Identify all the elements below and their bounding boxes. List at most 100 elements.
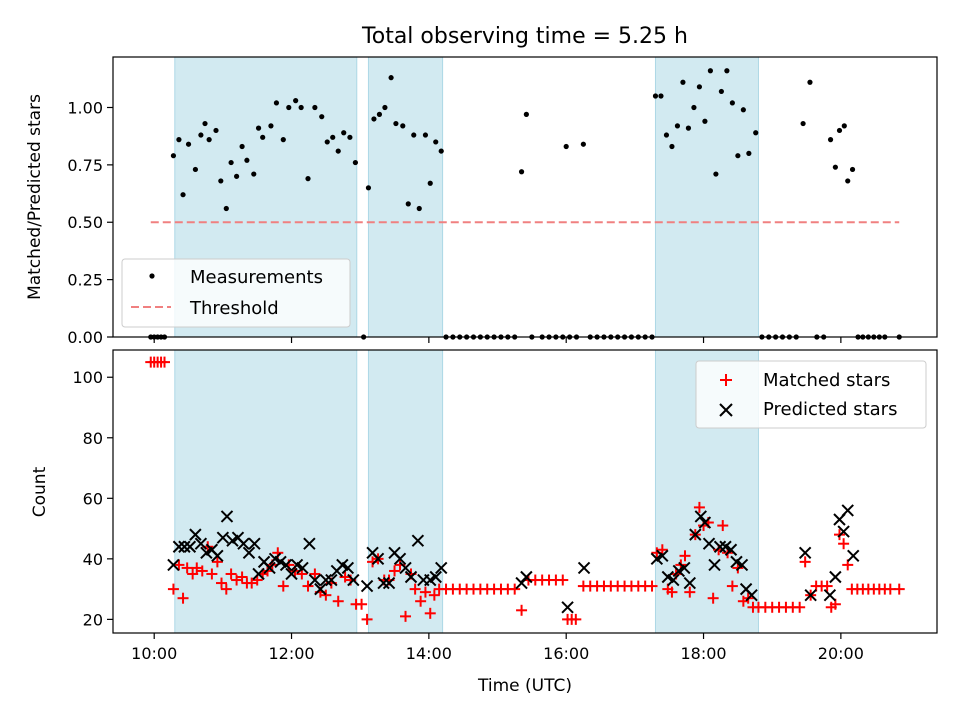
measurement-point (841, 123, 847, 129)
predicted-star-marker (656, 549, 669, 563)
marker-stroke (183, 540, 197, 553)
marker-stroke (739, 582, 753, 596)
measurement-point (685, 125, 692, 131)
matched-star-marker (236, 571, 248, 583)
bottom-y-ticks: 20 40 60 80 100 (72, 368, 113, 629)
predicted-star-marker (211, 549, 224, 563)
marker-stroke (837, 525, 850, 538)
matched-star-marker (419, 586, 431, 598)
measurement-point (218, 178, 224, 184)
matched-star-marker (225, 568, 237, 580)
marker-stroke (429, 570, 442, 584)
top-axes-frame (112, 56, 938, 338)
marker-stroke (336, 558, 349, 572)
predicted-star-marker (189, 528, 202, 541)
predicted-star-marker (561, 601, 574, 614)
measurement-point (239, 143, 245, 150)
matched-star-marker (320, 589, 332, 601)
x-tick-label: 20:00 (818, 644, 864, 663)
measurement-point (382, 104, 388, 111)
measurement-point (691, 104, 697, 111)
predicted-star-marker (279, 558, 293, 572)
top-panel: 0.00 0.25 0.50 0.75 1.00 Matched/Predicted s… (25, 56, 938, 347)
measurement-point (352, 159, 358, 166)
measurement-point (298, 104, 304, 111)
predicted-star-marker (308, 573, 322, 587)
predicted-star-marker (178, 540, 191, 553)
bottom-legend-box (695, 360, 927, 429)
predicted-stars-points (167, 504, 860, 614)
matched-star-marker (717, 520, 729, 532)
marker-stroke (841, 504, 854, 517)
matched-star-marker (167, 583, 179, 595)
matched-star-marker (389, 565, 401, 577)
measurement-point (713, 171, 719, 177)
matched-star-marker (693, 501, 705, 513)
measurement-point (388, 75, 394, 81)
legend-predicted-marker (719, 403, 733, 417)
measurement-point (836, 127, 843, 134)
predicted-star-marker (371, 552, 385, 566)
measurement-point (707, 68, 714, 74)
marker-stroke (577, 561, 591, 575)
marker-stroke (178, 540, 191, 553)
marker-stroke (804, 588, 817, 602)
predicted-star-marker (242, 546, 256, 559)
matched-star-marker (557, 574, 569, 586)
predicted-star-marker (194, 537, 208, 550)
legend-matched-marker (720, 374, 732, 386)
predicted-star-marker (296, 561, 309, 575)
measurement-point (753, 130, 759, 136)
measurement-point (832, 164, 838, 170)
matched-star-marker (799, 556, 811, 568)
predicted-star-marker (698, 516, 712, 529)
predicted-star-marker (694, 510, 707, 523)
marker-stroke (708, 558, 721, 572)
y-tick-label: 0.00 (67, 328, 103, 347)
measurement-point (669, 143, 675, 150)
measurement-point (202, 120, 208, 127)
measurement-point (268, 123, 274, 129)
measurement-point (652, 93, 659, 99)
predicted-star-marker (829, 570, 842, 584)
measurement-point (365, 185, 372, 191)
marker-stroke (847, 549, 860, 563)
measurement-point (674, 123, 681, 129)
marker-stroke (724, 543, 738, 556)
marker-stroke (242, 546, 256, 559)
matched-star-marker (838, 538, 850, 550)
measurement-point (213, 127, 219, 134)
y-tick-label: 40 (83, 550, 103, 569)
matched-star-marker (821, 580, 833, 592)
measurement-point (718, 88, 724, 95)
measurement-point (438, 148, 444, 154)
measurement-point (347, 134, 353, 140)
measurement-point (319, 114, 325, 120)
matched-star-marker (428, 589, 440, 601)
marker-stroke (661, 570, 675, 584)
marker-stroke (285, 567, 298, 581)
predicted-star-marker (435, 561, 448, 575)
measurement-point (433, 139, 439, 145)
marker-stroke (252, 567, 265, 581)
measurement-point (405, 201, 411, 207)
marker-stroke (319, 573, 333, 587)
marker-stroke (189, 528, 202, 541)
marker-stroke (689, 528, 702, 541)
x-tick-label: 10:00 (131, 644, 177, 663)
measurement-point (422, 132, 429, 138)
measurement-point (260, 134, 266, 140)
matched-star-marker (684, 586, 696, 598)
shaded-interval (367, 349, 444, 634)
marker-stroke (290, 558, 304, 572)
measurement-point (740, 107, 746, 113)
legend-measurements-marker (149, 273, 155, 279)
matched-star-marker (400, 610, 412, 622)
x-tick-label: 18:00 (680, 644, 726, 663)
matched-star-marker (211, 556, 223, 568)
matched-star-marker (159, 356, 170, 368)
marker-stroke (366, 546, 379, 559)
measurement-point (416, 205, 422, 212)
y-tick-label: 80 (83, 429, 103, 448)
measurement-point (244, 157, 250, 163)
